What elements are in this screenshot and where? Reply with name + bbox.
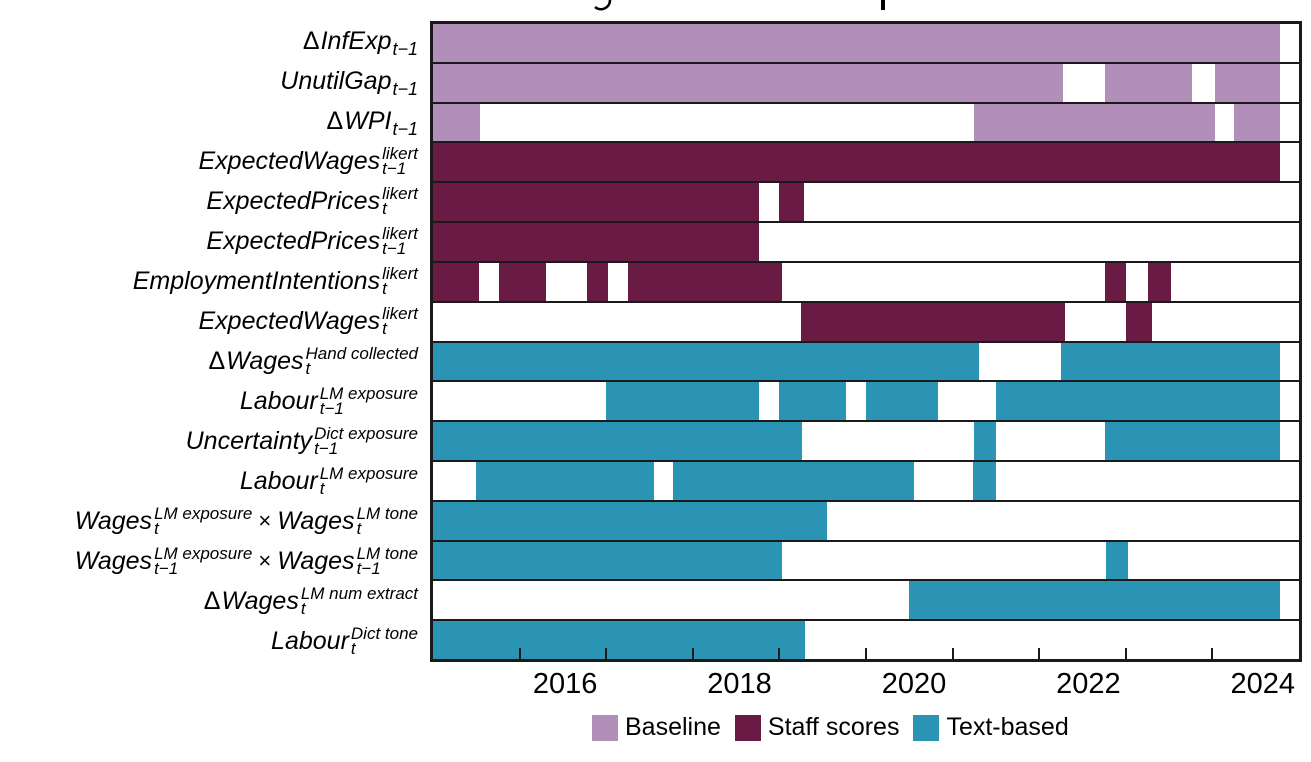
bar-segment bbox=[433, 223, 759, 261]
row-label: Δ InfExp t−1 bbox=[302, 26, 418, 59]
x-axis-tick bbox=[1124, 648, 1127, 659]
x-axis-tick bbox=[605, 648, 608, 659]
legend-label-staff-scores: Staff scores bbox=[767, 713, 900, 741]
bar-segment bbox=[606, 382, 760, 421]
bar-segment bbox=[779, 183, 804, 222]
x-axis-tick-label: 2016 bbox=[532, 668, 598, 700]
bar-segment bbox=[1234, 103, 1280, 142]
bar-segment bbox=[1105, 422, 1280, 460]
bar-segment bbox=[476, 461, 654, 500]
bar-segment bbox=[433, 422, 802, 460]
row-label: Δ WPI t−1 bbox=[326, 106, 418, 139]
bar-segment bbox=[1125, 302, 1152, 341]
row-label: Wages LM exposure t × Wages LM tone t bbox=[74, 504, 418, 538]
chart-row bbox=[433, 621, 1299, 659]
row-label: Δ Wages Hand collected t bbox=[208, 344, 418, 378]
row-label: ExpectedWages likert t−1 bbox=[198, 144, 419, 178]
chart-row bbox=[433, 24, 1299, 64]
bar-segment bbox=[1148, 262, 1171, 301]
bar-segment bbox=[433, 342, 979, 381]
chart-row bbox=[433, 63, 1299, 104]
bar-segment bbox=[1105, 262, 1126, 301]
bar-segment bbox=[627, 262, 782, 301]
legend: Baseline Staff scores Text-based bbox=[592, 713, 1069, 742]
chart-row bbox=[433, 183, 1299, 224]
legend-label-baseline: Baseline bbox=[625, 713, 721, 741]
bar-segment bbox=[801, 302, 1066, 341]
legend-item-text-based: Text-based bbox=[913, 713, 1069, 742]
bar-segment bbox=[995, 382, 1280, 421]
chart-row bbox=[433, 103, 1299, 144]
bar-segment bbox=[433, 183, 759, 222]
x-axis-tick-labels: 2016 2018 2020 2022 2024 bbox=[430, 668, 1302, 704]
bar-segment bbox=[974, 422, 996, 460]
x-axis-tick bbox=[691, 648, 694, 659]
bar-segment bbox=[433, 103, 480, 142]
chart-row bbox=[433, 302, 1299, 343]
plot-area bbox=[430, 21, 1302, 662]
x-axis-tick-label: 2024 bbox=[1230, 668, 1296, 700]
cropped-title-descender-g bbox=[594, 0, 612, 13]
row-label: Δ Wages LM num extract t bbox=[203, 584, 418, 618]
row-label: Labour Dict tone t bbox=[271, 624, 418, 658]
bar-segment bbox=[1105, 541, 1129, 580]
row-label: ExpectedWages likert t bbox=[198, 304, 419, 338]
bar-segment bbox=[1060, 342, 1280, 381]
bar-segment bbox=[779, 382, 847, 421]
x-axis-tick bbox=[951, 648, 954, 659]
chart-row bbox=[433, 262, 1299, 303]
row-label: ExpectedPrices likert t−1 bbox=[206, 224, 418, 258]
row-label: UnutilGap t−1 bbox=[280, 66, 418, 99]
chart-row bbox=[433, 541, 1299, 582]
y-axis-labels: Δ InfExp t−1 UnutilGap t−1 Δ WPI t−1 ExpectedWag… bbox=[0, 21, 424, 662]
legend-swatch-baseline bbox=[592, 714, 618, 741]
bar-segment bbox=[909, 581, 1280, 620]
chart-row bbox=[433, 581, 1299, 622]
legend-label-text-based: Text-based bbox=[946, 713, 1069, 741]
chart-row bbox=[433, 342, 1299, 383]
bar-segment bbox=[972, 461, 996, 500]
x-axis-tick-label: 2022 bbox=[1056, 668, 1121, 700]
bar-segment bbox=[433, 262, 479, 301]
x-axis-tick bbox=[778, 648, 781, 659]
bar-segment bbox=[433, 63, 1064, 102]
bar-segment bbox=[1105, 63, 1193, 102]
x-axis-tick bbox=[518, 648, 521, 659]
chart-row bbox=[433, 501, 1299, 542]
x-axis-tick bbox=[1038, 648, 1041, 659]
chart-row bbox=[433, 143, 1299, 184]
bar-segment bbox=[433, 501, 828, 540]
chart-row bbox=[433, 461, 1299, 502]
bar-segment bbox=[866, 382, 938, 421]
row-label: Labour LM exposure t bbox=[239, 464, 418, 498]
legend-item-baseline: Baseline bbox=[592, 713, 721, 742]
x-axis-tick-label: 2018 bbox=[707, 668, 772, 700]
legend-swatch-staff-scores bbox=[734, 714, 761, 741]
row-label: Labour LM exposure t−1 bbox=[239, 384, 418, 418]
bar-segment bbox=[587, 262, 608, 301]
bar-segment bbox=[1214, 63, 1280, 102]
row-label: Wages LM exposure t−1 × Wages LM tone t−1 bbox=[74, 544, 418, 578]
legend-swatch-text-based bbox=[913, 714, 940, 741]
row-label: Uncertainty Dict exposure t−1 bbox=[185, 424, 418, 458]
row-label: EmploymentIntentions likert t bbox=[132, 264, 418, 298]
chart-row bbox=[433, 422, 1299, 462]
bar-segment bbox=[433, 24, 1280, 62]
x-axis-tick-label: 2020 bbox=[881, 668, 947, 700]
bar-segment bbox=[498, 262, 546, 301]
legend-item-staff-scores: Staff scores bbox=[734, 713, 900, 742]
x-axis-tick bbox=[865, 648, 867, 659]
bar-segment bbox=[672, 461, 914, 500]
chart-row bbox=[433, 223, 1299, 263]
bar-segment bbox=[433, 541, 782, 580]
chart-row bbox=[433, 382, 1299, 423]
cropped-title-descender-p bbox=[881, 0, 885, 10]
chart-rows bbox=[433, 24, 1299, 659]
row-label: ExpectedPrices likert t bbox=[206, 184, 418, 218]
bar-segment bbox=[433, 621, 806, 659]
bar-segment bbox=[433, 143, 1280, 182]
bar-segment bbox=[974, 103, 1215, 142]
x-axis-tick bbox=[1211, 648, 1214, 659]
